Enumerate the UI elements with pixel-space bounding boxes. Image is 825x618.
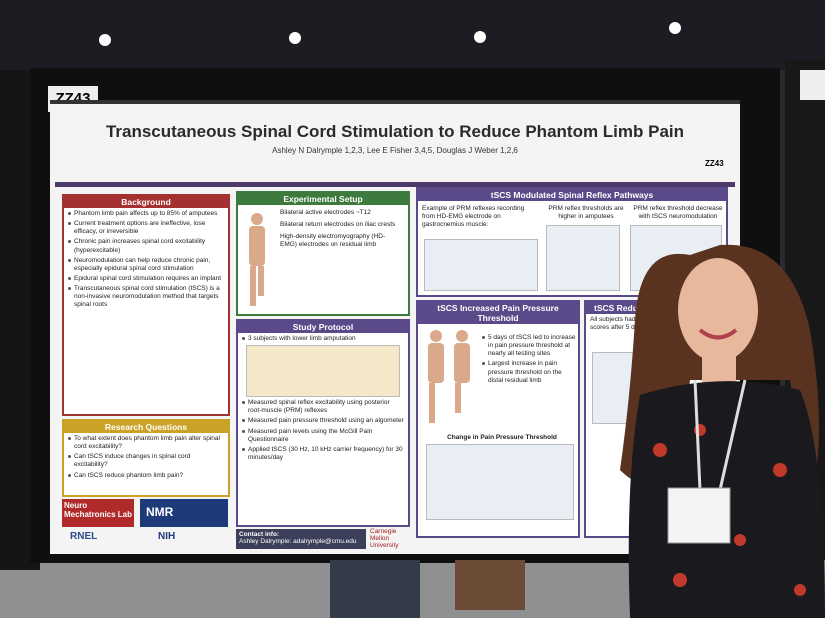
contact-label: Contact info:: [239, 531, 280, 538]
poster-code: ZZ43: [705, 159, 724, 168]
contact-text: Ashley Dalrymple: adalrymple@cmu.edu: [239, 538, 357, 545]
bullet-list: To what extent does phantom limb pain al…: [64, 435, 228, 480]
pressure-panel: tSCS Increased Pain Pressure Threshold 5…: [416, 300, 580, 538]
questions-panel: Research Questions To what extent does p…: [62, 419, 230, 497]
bullet-list: 5 days of tSCS led to increase in pain p…: [478, 332, 578, 387]
chart-title: Change in Pain Pressure Threshold: [447, 434, 557, 441]
bullet: 3 subjects with lower limb amputation: [242, 335, 404, 343]
bullet: Neuromodulation can help reduce chronic …: [68, 257, 224, 273]
text: Example of PRM reflexes recording from H…: [422, 205, 525, 229]
contact: Contact info: Ashley Dalrymple: adalrympl…: [236, 529, 366, 549]
heading: Experimental Setup: [238, 193, 408, 205]
heading: tSCS Modulated Spinal Reflex Pathways: [418, 189, 726, 201]
bullet: Largest increase in pain pressure thresh…: [482, 360, 576, 384]
bullet: To what extent does phantom limb pain al…: [68, 435, 224, 451]
poster: Transcutaneous Spinal Cord Stimulation t…: [50, 100, 740, 554]
figure: [426, 444, 574, 520]
figure: [424, 239, 538, 291]
logo: Neuro Mechatronics Lab: [62, 499, 134, 527]
bullet: High-density electromyography (HD-EMG) e…: [280, 233, 386, 249]
protocol-panel: Study Protocol 3 subjects with lower lim…: [236, 319, 410, 527]
bullet: 5 days of tSCS led to increase in pain p…: [482, 334, 576, 358]
logo: RNEL: [70, 531, 98, 542]
heading: Study Protocol: [238, 321, 408, 333]
bullet-list: Measured spinal reflex excitability usin…: [238, 399, 408, 462]
caption: PRM reflex thresholds are higher in ampu…: [548, 205, 624, 221]
heading: tSCS Increased Pain Pressure Threshold: [418, 302, 578, 324]
item-list: Bilateral active electrodes ~T12 Bilatera…: [276, 207, 406, 252]
divider: [55, 182, 735, 187]
subject-table: [246, 345, 400, 398]
bullet: Current treatment options are ineffectiv…: [68, 220, 224, 236]
bullet: Measured pain levels using the McGill Pa…: [242, 428, 404, 444]
figure: [428, 330, 470, 423]
caption: PRM reflex threshold decrease with tSCS …: [633, 205, 723, 221]
logo: NMR: [140, 499, 228, 527]
authors: Ashley N Dalrymple 1,2,3, Lee E Fisher 3…: [272, 146, 518, 155]
heading: Research Questions: [64, 421, 228, 433]
bullet: Measured pain pressure threshold using a…: [242, 417, 404, 425]
figure: [546, 225, 620, 291]
bullet: Epidural spinal cord stimulation require…: [68, 275, 224, 283]
bullet: Chronic pain increases spinal cord excit…: [68, 238, 224, 254]
heading: Background: [64, 196, 228, 208]
logo: NIH: [158, 531, 176, 542]
bullet: Can tSCS reduce phantom limb pain?: [68, 472, 224, 480]
bullet: Bilateral return electrodes on iliac cre…: [280, 221, 396, 229]
logos: Neuro Mechatronics Lab RNEL NMR NIH: [62, 499, 230, 549]
setup-panel: Experimental Setup Bilateral active elec…: [236, 191, 410, 316]
bullet: Transcutaneous spinal cord stimulation (…: [68, 285, 224, 309]
bullet-list: Phantom limb pain affects up to 85% of a…: [64, 210, 228, 309]
cmu: Carnegie Mellon University: [370, 528, 399, 549]
figure: [249, 213, 265, 306]
bullet: Measured spinal reflex excitability usin…: [242, 399, 404, 415]
bullet: Applied tSCS (30 Hz, 10 kHz carrier freq…: [242, 445, 403, 461]
bullet: Phantom limb pain affects up to 85% of a…: [68, 210, 224, 218]
bullet: Can tSCS induce changes in spinal cord e…: [68, 453, 224, 469]
bullet: Bilateral active electrodes ~T12: [280, 209, 371, 216]
background-panel: Background Phantom limb pain affects up …: [62, 194, 230, 416]
poster-title: Transcutaneous Spinal Cord Stimulation t…: [105, 122, 685, 141]
